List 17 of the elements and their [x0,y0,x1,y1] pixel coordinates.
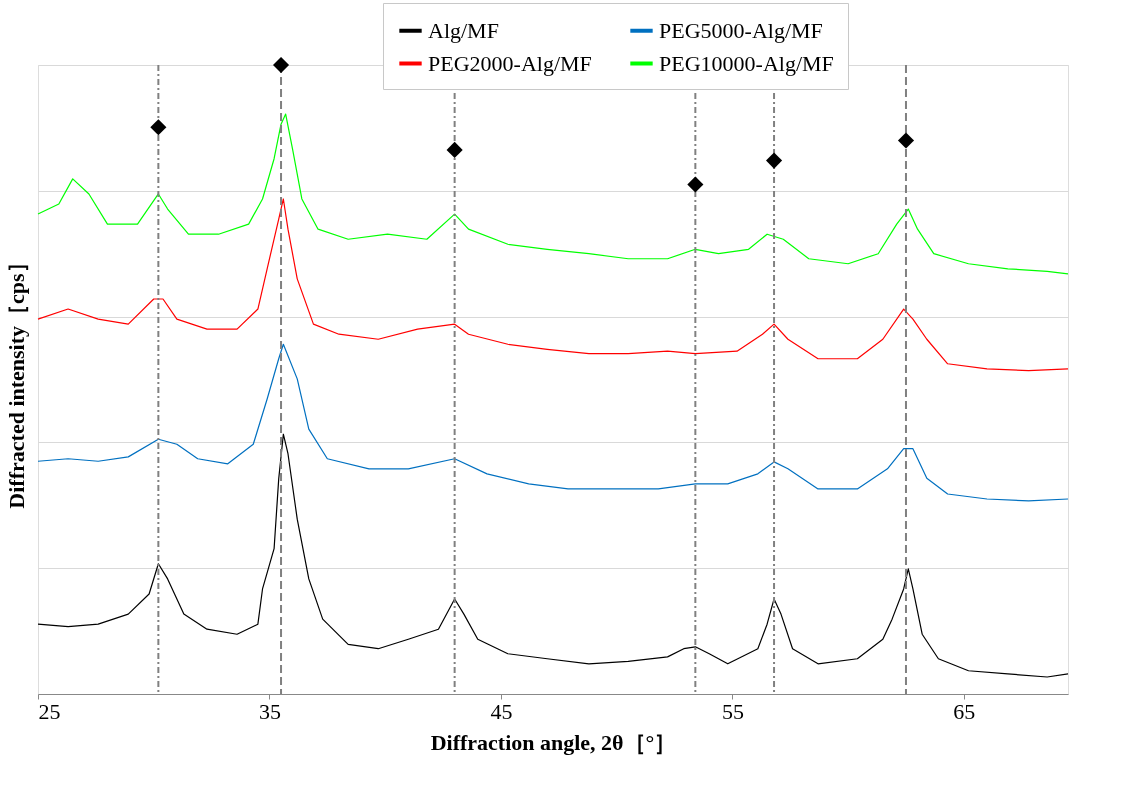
x-tick-label: 35 [258,698,281,724]
x-tick-label: 65 [953,698,976,724]
point [446,141,463,158]
legend-label: Alg/MF [428,17,499,43]
legend-label: PEG2000-Alg/MF [428,50,592,76]
legend-label: PEG5000-Alg/MF [659,17,823,43]
legend-label: PEG10000-Alg/MF [659,50,834,76]
point [272,56,290,74]
x-axis-title: Diffraction angle, 2θ［°］ [430,729,677,755]
x-tick-label: 45 [490,698,513,724]
point [150,119,167,136]
point [687,176,704,193]
point [765,152,783,169]
x-tick-label: 55 [721,698,744,724]
x-tick-label: 25 [38,698,61,724]
y-axis-title: Diffracted intensity［cps］ [3,251,29,509]
point [897,132,915,149]
